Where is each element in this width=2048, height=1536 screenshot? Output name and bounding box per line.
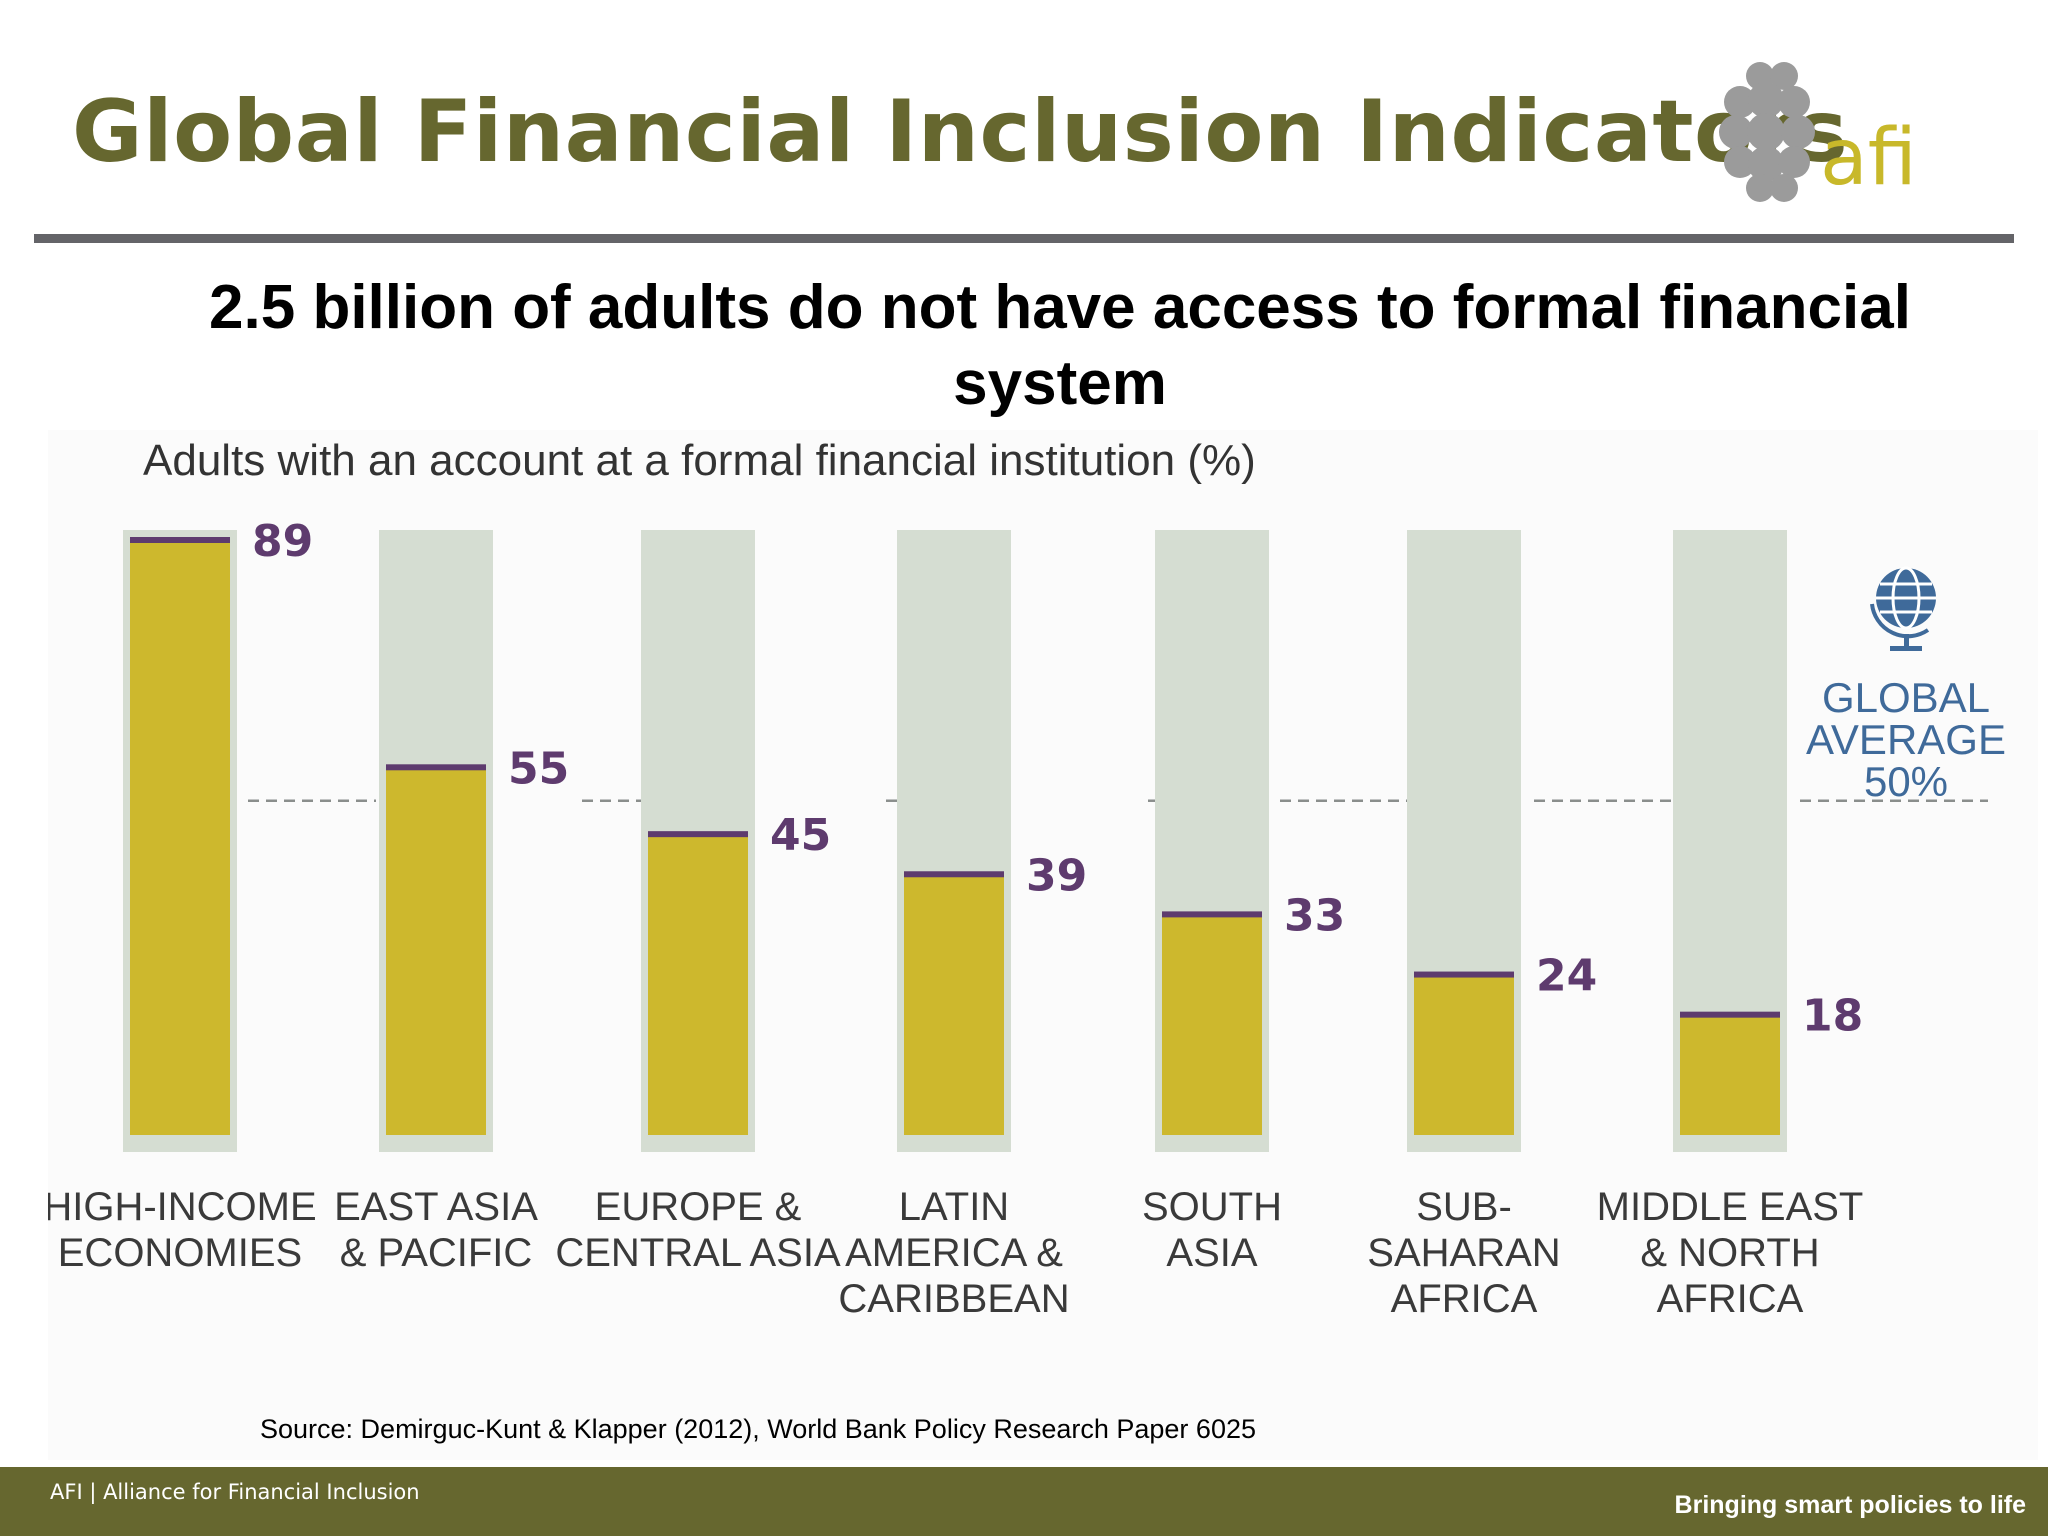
category-label: AFRICA — [1657, 1277, 1804, 1321]
category-label: ECONOMIES — [58, 1231, 302, 1275]
bar-value-label: 89 — [252, 516, 313, 567]
bar — [648, 834, 748, 1135]
bar — [386, 767, 486, 1135]
category-label: HIGH-INCOME — [48, 1185, 317, 1229]
bar-value-label: 55 — [508, 743, 569, 794]
bar-value-label: 18 — [1802, 991, 1863, 1042]
title-divider — [34, 234, 2014, 243]
category-label: CARIBBEAN — [838, 1277, 1069, 1321]
globe-icon — [1870, 566, 1936, 651]
footer-bar: AFI | Alliance for Financial Inclusion B… — [0, 1467, 2048, 1536]
bar-marker — [904, 871, 1004, 878]
afi-dots-icon — [1719, 62, 1815, 202]
bar-marker — [1680, 1011, 1780, 1018]
category-label: ASIA — [1166, 1231, 1257, 1275]
afi-logo-text: afi — [1820, 113, 1917, 203]
afi-logo: afi — [1719, 62, 1917, 203]
footer-org-name: AFI | Alliance for Financial Inclusion — [50, 1480, 420, 1504]
category-label: & PACIFIC — [340, 1231, 533, 1275]
bar-value-label: 33 — [1284, 890, 1345, 941]
bar-value-label: 45 — [770, 810, 831, 861]
category-label: CENTRAL ASIA — [555, 1231, 841, 1275]
bar — [1414, 974, 1514, 1135]
category-label: AMERICA & — [845, 1231, 1063, 1275]
global-average-label: GLOBAL — [1822, 674, 1990, 721]
bar-marker — [648, 831, 748, 838]
category-label: MIDDLE EAST — [1597, 1185, 1864, 1229]
category-label: LATIN — [899, 1185, 1009, 1229]
bar-value-label: 39 — [1026, 850, 1087, 901]
category-label: SOUTH — [1142, 1185, 1282, 1229]
chart-title: Adults with an account at a formal finan… — [143, 436, 1256, 485]
category-label: EUROPE & — [595, 1185, 802, 1229]
source-note: Source: Demirguc-Kunt & Klapper (2012), … — [260, 1414, 1256, 1444]
global-average-label: 50% — [1864, 758, 1948, 805]
global-average-label: AVERAGE — [1806, 716, 2006, 763]
bar-chart: Adults with an account at a formal finan… — [48, 436, 2006, 1321]
slide-title: Global Financial Inclusion Indicators — [72, 82, 1849, 182]
category-label: SAHARAN — [1367, 1231, 1560, 1275]
headline: 2.5 billion of adults do not have access… — [209, 273, 1911, 418]
category-label: SUB- — [1416, 1185, 1512, 1229]
bar-marker — [386, 764, 486, 771]
bar — [904, 874, 1004, 1135]
category-label: AFRICA — [1391, 1277, 1538, 1321]
chart-panel: Adults with an account at a formal finan… — [48, 430, 2038, 1460]
bar — [1680, 1014, 1780, 1135]
bar — [1162, 914, 1262, 1135]
bar-marker — [130, 537, 230, 543]
bar-marker — [1162, 911, 1262, 918]
bar — [130, 540, 230, 1135]
category-label: EAST ASIA — [334, 1185, 538, 1229]
bar-value-label: 24 — [1536, 951, 1597, 1002]
footer-tagline: Bringing smart policies to life — [1674, 1491, 2026, 1519]
category-label: & NORTH — [1640, 1231, 1819, 1275]
bar-marker — [1414, 971, 1514, 978]
